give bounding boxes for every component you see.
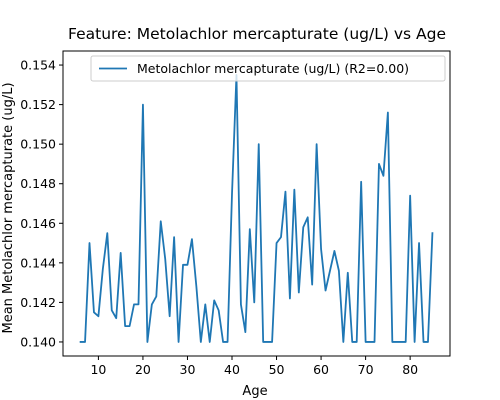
- x-tick-label: 40: [224, 362, 240, 377]
- y-tick-label: 0.146: [20, 216, 56, 231]
- x-tick-label: 70: [358, 362, 374, 377]
- y-tick-label: 0.154: [20, 58, 56, 73]
- y-tick-label: 0.150: [20, 137, 56, 152]
- y-axis-label: Mean Metolachlor mercapturate (ug/L): [1, 82, 16, 333]
- y-tick-label: 0.148: [20, 176, 56, 191]
- y-tick-label: 0.140: [20, 334, 56, 349]
- y-tick-label: 0.142: [20, 295, 56, 310]
- series-line: [79, 74, 434, 343]
- x-tick-label: 60: [313, 362, 329, 377]
- y-tick-label: 0.144: [20, 255, 56, 270]
- legend-box: [90, 55, 446, 82]
- legend: Metolachlor mercapturate (ug/L) (R2=0.00…: [90, 55, 446, 82]
- y-tick-label: 0.152: [20, 97, 56, 112]
- axes-frame: [62, 50, 451, 357]
- x-tick-label: 30: [180, 362, 196, 377]
- chart-title: Feature: Metolachlor mercapturate (ug/L)…: [68, 25, 446, 43]
- x-tick-label: 50: [269, 362, 285, 377]
- plot-area: 10 20 30 40 50 60 70 80 0.140 0.142 0.144 0.146 0.14…: [20, 50, 451, 377]
- x-tick-label: 10: [90, 362, 106, 377]
- x-tick-label: 20: [135, 362, 151, 377]
- legend-label: Metolachlor mercapturate (ug/L) (R2=0.00…: [137, 61, 409, 76]
- x-tick-label: 80: [402, 362, 418, 377]
- x-axis-label: Age: [242, 384, 267, 399]
